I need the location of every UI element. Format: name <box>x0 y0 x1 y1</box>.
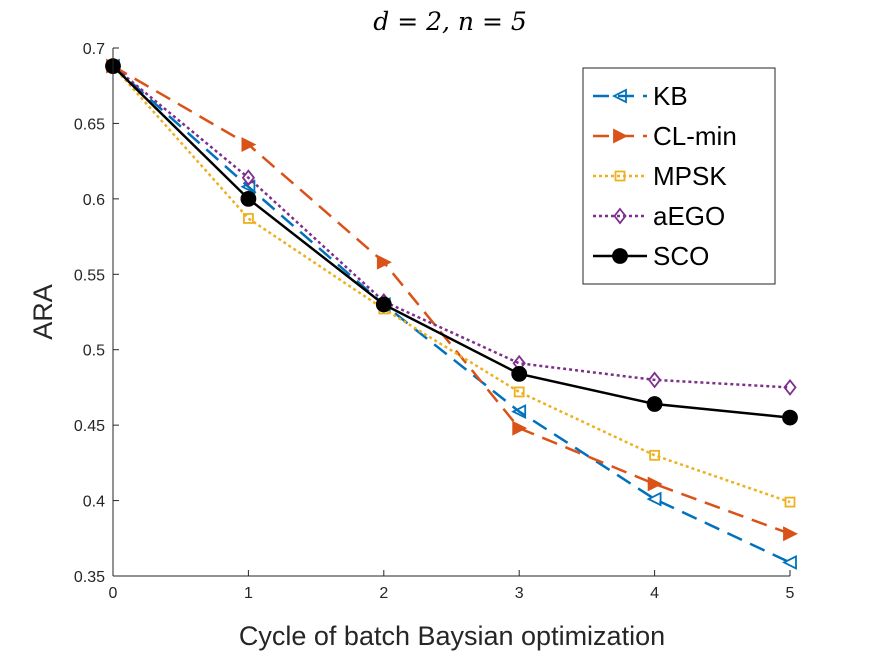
series-line-sco <box>112 65 791 419</box>
data-point-sco <box>375 296 392 313</box>
data-point-sco <box>511 365 528 382</box>
data-point-mpsk <box>784 496 796 508</box>
data-point-cl-min <box>241 137 257 153</box>
y-tick-label: 0.45 <box>74 418 105 435</box>
y-tick-label: 0.5 <box>83 343 105 360</box>
legend-item: aEGO <box>593 201 725 231</box>
y-tick-label: 0.6 <box>83 192 105 209</box>
chart-title: d = 2, n = 5 <box>373 7 527 36</box>
data-point-kb <box>511 404 527 420</box>
series-line-kb <box>112 65 791 564</box>
legend-item: CL-min <box>593 121 737 151</box>
data-point-mpsk <box>649 449 660 461</box>
data-point-aego <box>241 169 256 187</box>
y-tick-label: 0.55 <box>74 267 105 284</box>
legend-item: MPSK <box>593 161 727 191</box>
data-point-sco <box>782 409 798 426</box>
data-point-aego <box>783 378 797 396</box>
y-tick-label: 0.7 <box>83 41 105 58</box>
data-point-cl-min <box>647 476 663 492</box>
data-point-kb <box>781 554 797 570</box>
series-line-mpsk <box>112 65 791 504</box>
series-line-cl-min <box>112 65 791 535</box>
y-tick-label: 0.65 <box>74 116 105 133</box>
data-point-cl-min <box>512 420 528 436</box>
legend-marker <box>611 88 627 104</box>
y-axis-label: ARA <box>28 284 58 340</box>
x-tick-label: 2 <box>379 585 388 602</box>
data-point-kb <box>646 491 662 507</box>
data-point-cl-min <box>376 254 392 270</box>
x-axis-label: Cycle of batch Baysian optimization <box>239 621 665 651</box>
y-tick-label: 0.35 <box>74 569 105 586</box>
x-tick-label: 1 <box>244 585 253 602</box>
x-tick-label: 4 <box>650 585 659 602</box>
y-tick-label: 0.4 <box>83 494 105 511</box>
legend-label: MPSK <box>653 161 727 191</box>
legend-label: SCO <box>653 241 709 271</box>
x-tick-label: 0 <box>109 585 118 602</box>
legend: KB CL-min MPSK aEGO SCO <box>582 67 776 285</box>
x-tick-label: 5 <box>786 585 795 602</box>
legend-marker <box>612 248 628 264</box>
data-point-cl-min <box>783 526 799 542</box>
legend-item: KB <box>593 81 688 111</box>
data-point-aego <box>647 371 662 389</box>
legend-item: SCO <box>593 241 709 271</box>
data-point-sco <box>240 190 257 207</box>
legend-label: CL-min <box>653 121 737 151</box>
data-point-mpsk <box>513 386 525 398</box>
legend-label: KB <box>653 81 688 111</box>
axes-layer: 0 1 2 3 4 5 0.35 0.4 0.45 0.5 0.55 0.6 0.65 0.7 <box>74 41 795 602</box>
x-tick-label: 3 <box>515 585 524 602</box>
legend-marker <box>613 128 629 144</box>
series-line-aego <box>112 65 791 389</box>
legend-marker <box>613 207 627 225</box>
data-point-sco <box>646 396 663 412</box>
data-point-mpsk <box>242 213 254 224</box>
legend-label: aEGO <box>653 201 725 231</box>
legend-marker <box>614 170 626 182</box>
